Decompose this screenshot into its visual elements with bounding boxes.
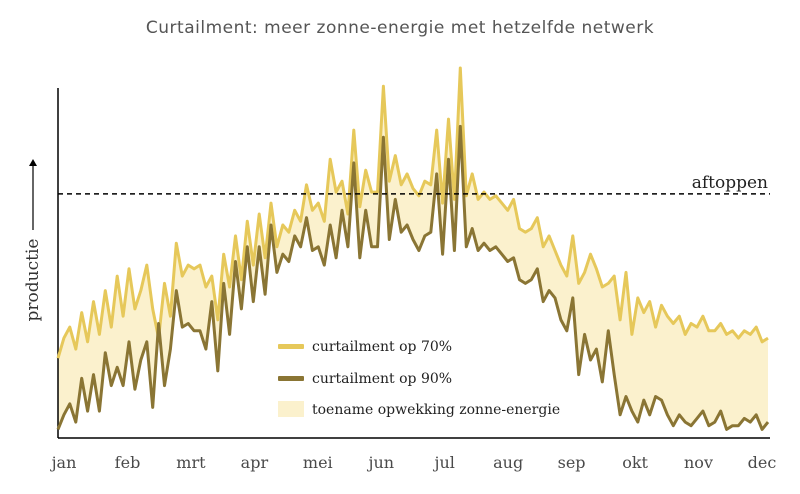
x-tick-label: apr: [241, 453, 269, 472]
y-arrow-head: [29, 159, 37, 166]
x-tick-label: sep: [558, 453, 586, 472]
x-tick-label: okt: [622, 453, 648, 472]
increase-band: [58, 68, 768, 430]
x-tick-label: dec: [748, 453, 777, 472]
x-tick-label: jan: [50, 453, 77, 472]
legend-swatch-70: [278, 344, 304, 349]
x-tick-label: jul: [433, 453, 455, 472]
legend-swatch-90: [278, 376, 304, 381]
legend-label-90: curtailment op 90%: [312, 371, 452, 387]
y-axis-label: productie: [23, 159, 43, 321]
x-tick-label: nov: [684, 453, 713, 472]
x-tick-label: feb: [115, 453, 141, 472]
x-tick-label: mei: [303, 453, 333, 472]
x-tick-label: aug: [493, 453, 523, 472]
legend-swatch-band: [278, 401, 304, 417]
legend-label-band: toename opwekking zonne-energie: [312, 402, 560, 418]
x-tick-label: mrt: [176, 453, 206, 472]
legend-label-70: curtailment op 70%: [312, 339, 452, 355]
y-axis-label-text: productie: [23, 239, 43, 322]
legend: curtailment op 70% curtailment op 90% to…: [278, 339, 560, 418]
x-tick-label: jun: [367, 453, 395, 472]
aftoppen-label: aftoppen: [692, 173, 768, 193]
x-tick-labels: jan feb mrt apr mei jun jul aug sep okt nov dec: [50, 453, 777, 472]
series-line-90: [56, 124, 770, 431]
chart-title: Curtailment: meer zonne-energie met hetz…: [146, 18, 654, 38]
plot-area: aftoppen: [56, 66, 770, 439]
series-line-70: [56, 66, 769, 359]
